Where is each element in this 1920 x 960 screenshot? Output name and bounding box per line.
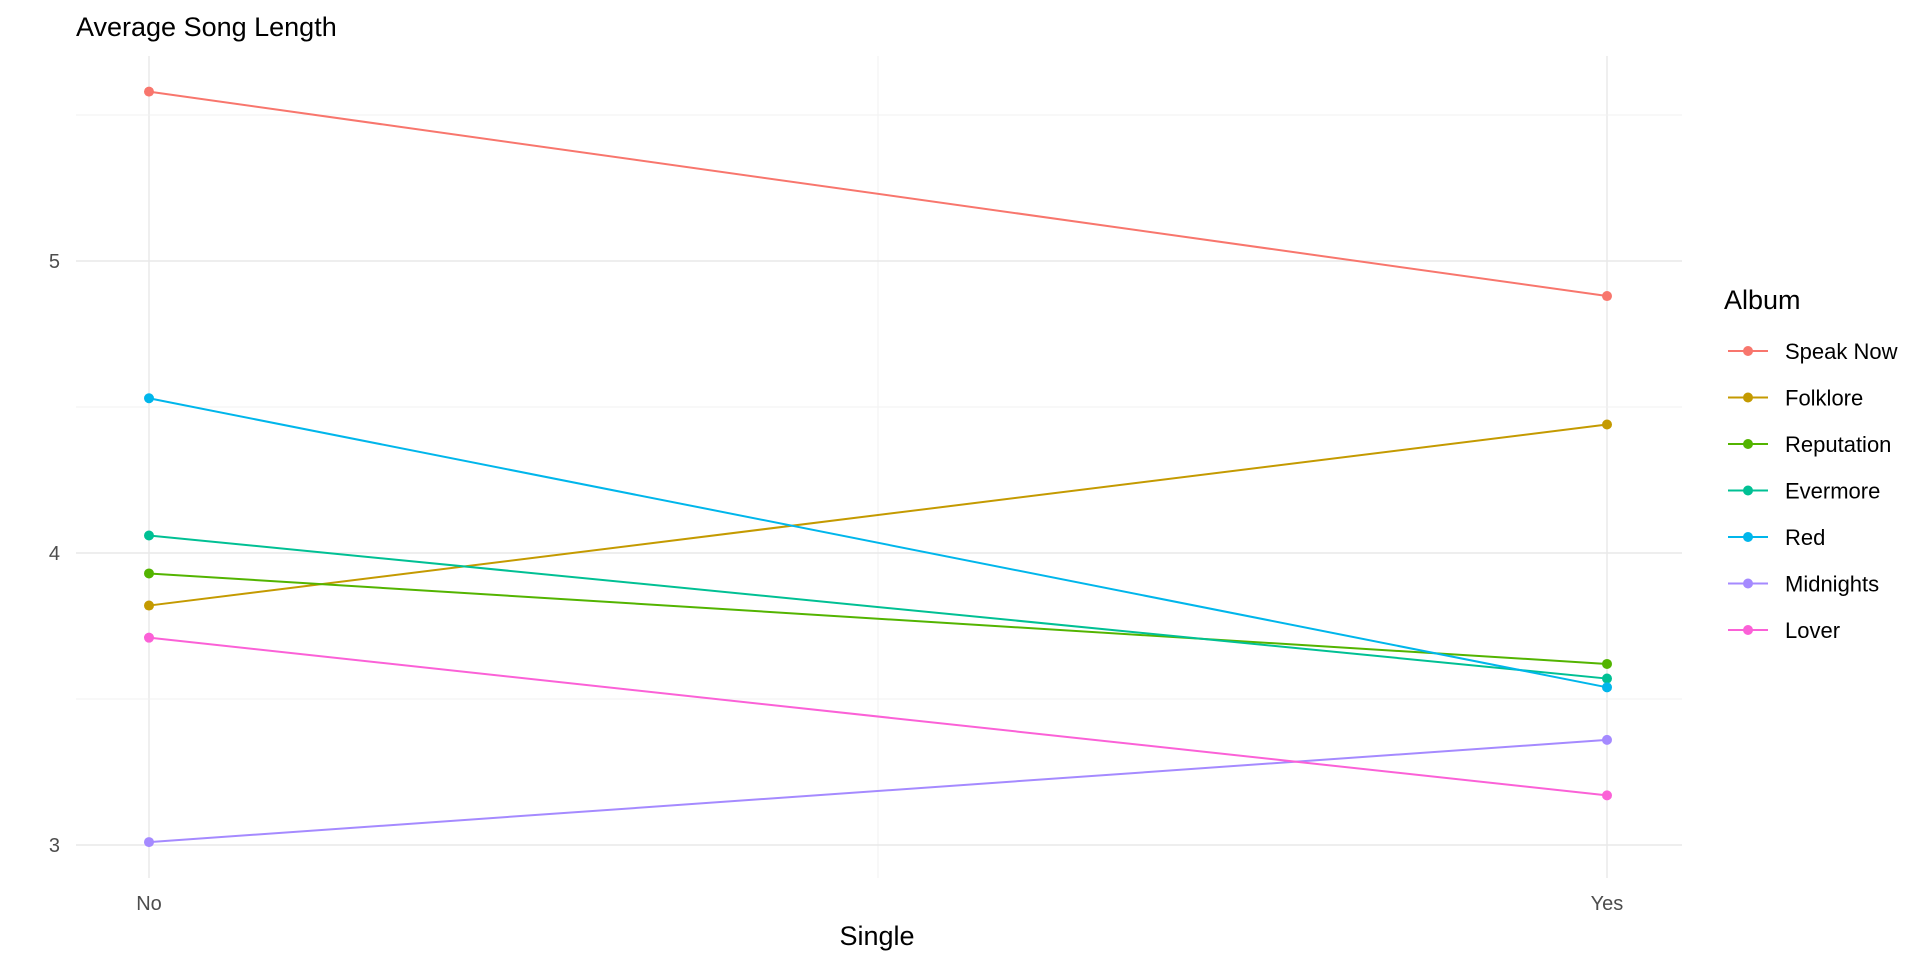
series-points [144, 86, 1612, 848]
data-point [1602, 673, 1612, 684]
data-point [144, 568, 154, 579]
data-point [144, 86, 154, 97]
x-tick-label: No [136, 893, 162, 915]
data-point [144, 632, 154, 643]
legend-key-point [1743, 392, 1753, 403]
y-tick-label: 4 [49, 543, 60, 565]
x-axis-title: Single [839, 921, 914, 951]
data-point [1602, 790, 1612, 801]
legend-key-point [1743, 485, 1753, 496]
series-line [148, 636, 1608, 797]
data-point [1602, 734, 1612, 745]
data-point [144, 600, 154, 611]
legend-key-point [1743, 532, 1753, 542]
data-point [144, 530, 154, 541]
data-point [1602, 658, 1612, 669]
legend-label: Evermore [1785, 479, 1880, 504]
data-point [144, 393, 154, 404]
y-axis-ticks: 3 4 5 [49, 251, 60, 857]
data-point [144, 837, 154, 848]
series-line [148, 397, 1608, 689]
y-tick-label: 5 [49, 251, 60, 273]
grid [76, 56, 1682, 878]
series-line [148, 572, 1608, 665]
legend-key-point [1743, 346, 1753, 356]
series-line [148, 423, 1608, 607]
series-line [148, 534, 1608, 680]
series-line [148, 90, 1608, 298]
legend-label: Midnights [1785, 572, 1879, 597]
legend-label: Reputation [1785, 432, 1891, 457]
legend: Album Speak Now Folklore Reputation Evermor… [1724, 285, 1898, 643]
legend-key-point [1743, 625, 1753, 635]
legend-key-point [1743, 578, 1753, 589]
legend-title: Album [1724, 285, 1801, 315]
y-tick-label: 3 [49, 835, 60, 857]
legend-label: Lover [1785, 618, 1840, 643]
legend-label: Folklore [1785, 386, 1863, 411]
data-point [1602, 682, 1612, 693]
x-tick-label: Yes [1591, 893, 1624, 915]
legend-label: Red [1785, 525, 1825, 550]
series-lines [148, 90, 1608, 844]
legend-label: Speak Now [1785, 339, 1898, 364]
series-line [148, 738, 1608, 844]
chart-title: Average Song Length [76, 12, 337, 42]
x-axis-ticks: No Yes [136, 893, 1623, 915]
legend-key-point [1743, 439, 1753, 449]
data-point [1602, 291, 1612, 302]
data-point [1602, 419, 1612, 430]
